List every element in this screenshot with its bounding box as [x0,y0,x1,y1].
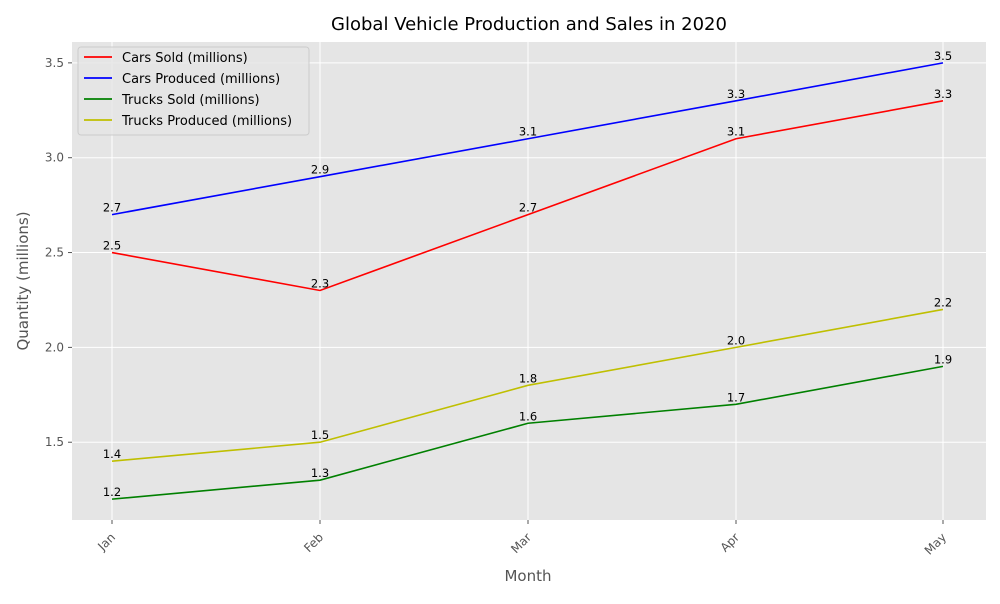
series-line [111,100,944,292]
legend: Cars Sold (millions) Cars Produced (milli… [77,46,310,136]
legend-label: Cars Sold (millions) [122,51,248,66]
data-label: 3.5 [934,49,952,63]
data-label: 2.7 [519,201,537,215]
y-tick-label: 3.0 [45,151,64,165]
y-tick-label: 3.5 [45,56,64,70]
y-tick-label: 2.0 [45,340,64,354]
data-label: 1.7 [727,390,745,404]
data-label: 2.0 [727,333,745,347]
data-label: 1.4 [103,447,121,461]
data-labels: 2.5 2.3 2.7 3.1 3.3 2.7 2.9 3.1 3.3 3.5 1.2 1.3 1.6 1… [103,49,952,499]
x-axis-ticks: Jan Feb Mar Apr May [94,520,949,558]
data-label: 3.3 [934,87,952,101]
y-axis-label: Quantity (millions) [14,211,32,350]
y-tick-label: 1.5 [45,435,64,449]
legend-box [77,46,310,136]
series-line [111,365,944,500]
legend-label: Cars Produced (millions) [122,72,280,87]
grid [72,42,986,520]
data-label: 1.6 [519,409,537,423]
legend-label: Trucks Produced (millions) [121,114,292,129]
data-label: 3.1 [727,125,745,139]
data-label: 1.9 [934,352,952,366]
series-line [111,308,944,462]
data-label: 2.5 [103,239,121,253]
data-label: 2.3 [311,276,329,290]
x-tick-label: Feb [301,530,326,555]
legend-label: Trucks Sold (millions) [121,93,260,108]
x-tick-label: Mar [508,530,534,556]
data-label: 3.1 [519,125,537,139]
data-label: 1.8 [519,371,537,385]
y-axis-ticks: 1.5 2.0 2.5 3.0 3.5 [45,56,72,449]
y-tick-label: 2.5 [45,246,64,260]
x-tick-label: Apr [718,530,743,555]
data-label: 1.2 [103,485,121,499]
series-line [111,62,944,216]
data-label: 1.5 [311,428,329,442]
data-label: 2.2 [934,295,952,309]
data-label: 2.7 [103,201,121,215]
x-axis-label: Month [504,567,551,585]
data-label: 1.3 [311,466,329,480]
data-label: 3.3 [727,87,745,101]
x-tick-label: Jan [94,530,118,554]
data-label: 2.9 [311,163,329,177]
chart-title: Global Vehicle Production and Sales in 2… [331,14,727,35]
x-tick-label: May [922,530,949,557]
series-lines [111,62,944,500]
